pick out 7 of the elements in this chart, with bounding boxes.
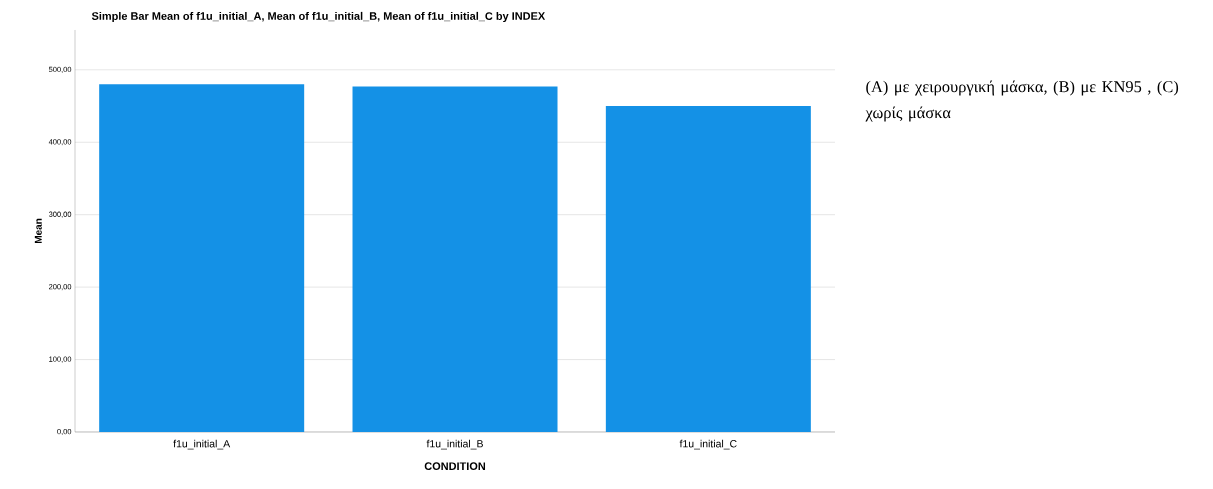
x-tick-label: f1u_initial_A <box>173 439 231 450</box>
chart-title: Simple Bar Mean of f1u_initial_A, Mean of f1u_initial_B, Mean of f1u_initial_C by INDEX <box>91 11 546 23</box>
x-tick-label: f1u_initial_B <box>426 439 483 450</box>
x-axis-title: CONDITION <box>424 462 486 471</box>
text: (A) με χειρουργική μάσκα, (B) με KN95 , (C) χωρίς μάσκα <box>865 80 1179 122</box>
y-axis-title: Mean <box>34 218 42 244</box>
x-tick-label: f1u_initial_C <box>679 439 737 450</box>
